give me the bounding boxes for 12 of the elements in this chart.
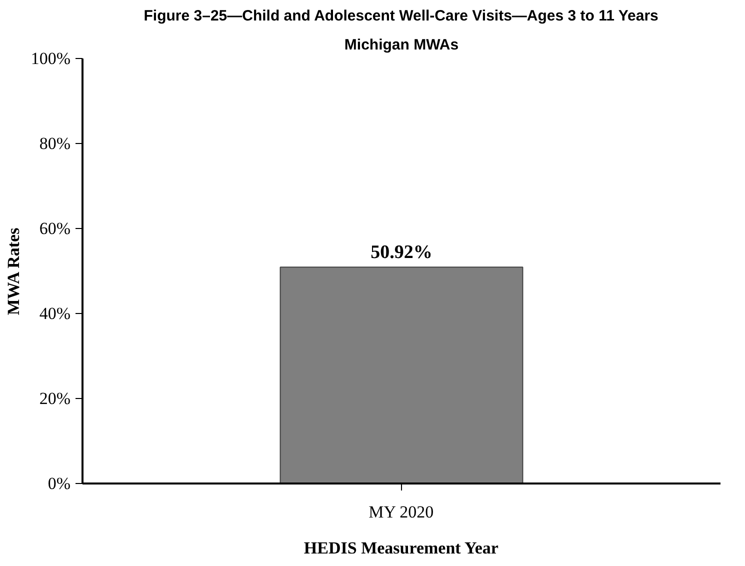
x-tick-label: MY 2020 (368, 502, 434, 522)
x-axis-title: HEDIS Measurement Year (304, 538, 499, 558)
y-tick-label: 100% (30, 49, 71, 68)
chart-subtitle: Michigan MWAs (344, 36, 459, 54)
y-tick-label: 60% (39, 219, 71, 238)
y-axis-title: MWA Rates (4, 227, 23, 316)
y-tick-label: 0% (48, 474, 71, 493)
y-tick-label: 20% (39, 389, 71, 408)
y-tick-label: 40% (39, 304, 71, 323)
data-label: 50.92% (370, 242, 432, 264)
y-tick-label: 80% (39, 134, 71, 153)
chart-title: Figure 3–25—Child and Adolescent Well-Care Visits—Ages 3 to 11 Years (144, 8, 658, 24)
